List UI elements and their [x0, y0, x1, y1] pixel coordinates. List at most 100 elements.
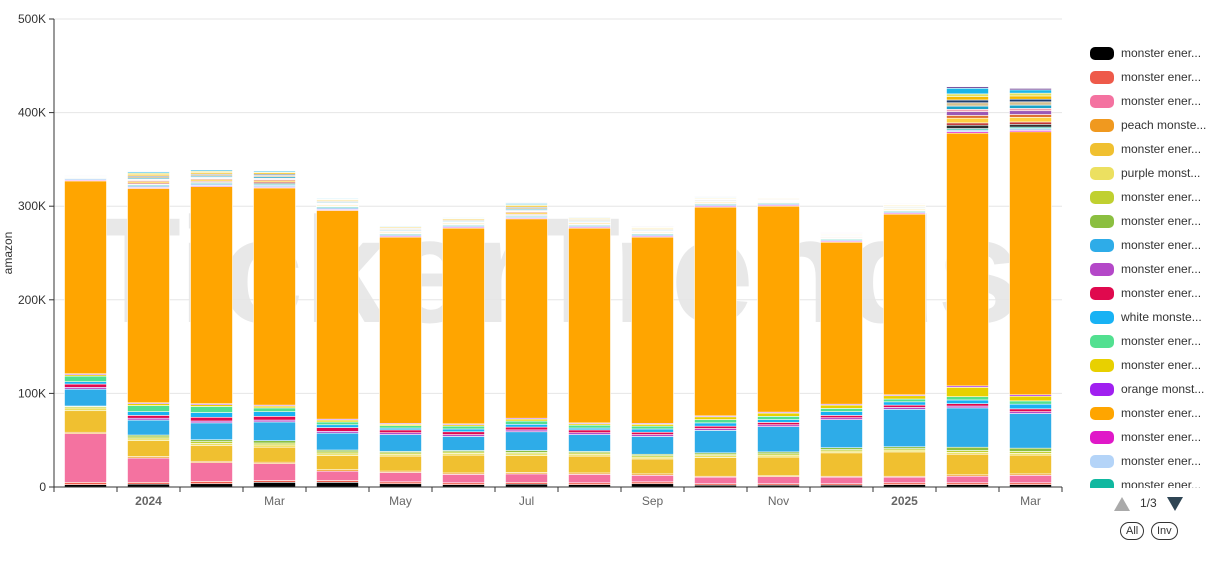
bar-segment[interactable]	[316, 455, 359, 470]
bar-segment[interactable]	[253, 446, 296, 463]
bar-segment[interactable]	[757, 205, 800, 413]
bar-segment[interactable]	[1009, 104, 1052, 109]
bar-segment[interactable]	[946, 122, 989, 126]
bar-segment[interactable]	[127, 188, 170, 404]
bar-segment[interactable]	[379, 429, 422, 434]
bar-segment[interactable]	[946, 117, 989, 124]
bar-segment[interactable]	[883, 398, 926, 403]
bar-segment[interactable]	[1009, 108, 1052, 112]
legend-item[interactable]: monster ener...	[1090, 452, 1201, 470]
bar-segment[interactable]	[1009, 403, 1052, 410]
bar-segment[interactable]	[64, 383, 107, 388]
legend-all-button[interactable]: All	[1120, 522, 1145, 540]
legend-item[interactable]: monster ener...	[1090, 92, 1201, 110]
bar-segment[interactable]	[883, 409, 926, 448]
bar-segment[interactable]	[820, 476, 863, 485]
bar-segment[interactable]	[883, 395, 926, 400]
bar-segment[interactable]	[946, 93, 989, 97]
bar-segment[interactable]	[946, 396, 989, 401]
bar-segment[interactable]	[946, 453, 989, 476]
bar-segment[interactable]	[946, 99, 989, 104]
bar-segment[interactable]	[442, 227, 485, 425]
bar-segment[interactable]	[505, 431, 548, 451]
bar-segment[interactable]	[568, 429, 611, 434]
bar-segment[interactable]	[253, 407, 296, 412]
bar-segment[interactable]	[190, 445, 233, 462]
bar-segment[interactable]	[505, 420, 548, 425]
bar-segment[interactable]	[190, 412, 233, 418]
bar-segment[interactable]	[757, 419, 800, 423]
bar-segment[interactable]	[946, 124, 989, 129]
bar-segment[interactable]	[568, 474, 611, 484]
legend-item[interactable]: monster ener...	[1090, 284, 1201, 302]
legend-item[interactable]: monster ener...	[1090, 212, 1201, 230]
legend-item[interactable]: monster ener...	[1090, 356, 1201, 374]
bar-segment[interactable]	[64, 410, 107, 433]
bar-segment[interactable]	[694, 422, 737, 427]
bar-segment[interactable]	[64, 180, 107, 375]
legend-item[interactable]: monster ener...	[1090, 188, 1201, 206]
bar-segment[interactable]	[1009, 92, 1052, 97]
bar-segment[interactable]	[820, 408, 863, 412]
bar-segment[interactable]	[127, 411, 170, 416]
bar-segment[interactable]	[1009, 95, 1052, 100]
legend-item[interactable]: monster ener...	[1090, 476, 1201, 488]
bar-segment[interactable]	[1009, 116, 1052, 123]
bar-segment[interactable]	[127, 415, 170, 419]
bar-segment[interactable]	[442, 428, 485, 433]
bar-segment[interactable]	[379, 236, 422, 424]
bar-segment[interactable]	[316, 482, 359, 488]
bar-segment[interactable]	[946, 387, 989, 397]
bar-segment[interactable]	[820, 415, 863, 419]
bar-segment[interactable]	[694, 457, 737, 477]
bar-segment[interactable]	[505, 423, 548, 428]
bar-segment[interactable]	[505, 426, 548, 431]
bar-segment[interactable]	[631, 431, 674, 435]
bar-segment[interactable]	[316, 427, 359, 432]
bar-segment[interactable]	[631, 474, 674, 483]
bar-segment[interactable]	[316, 421, 359, 426]
bar-segment[interactable]	[190, 481, 233, 485]
bar-segment[interactable]	[505, 218, 548, 419]
bar-segment[interactable]	[442, 425, 485, 430]
bar-segment[interactable]	[253, 411, 296, 417]
legend-item[interactable]: orange monst...	[1090, 380, 1204, 398]
bar-segment[interactable]	[946, 109, 989, 112]
bar-segment[interactable]	[442, 436, 485, 451]
bar-segment[interactable]	[946, 115, 989, 119]
legend-item[interactable]: monster ener...	[1090, 68, 1201, 86]
bar-segment[interactable]	[253, 169, 296, 172]
bar-segment[interactable]	[568, 434, 611, 452]
page-down-icon[interactable]	[1167, 497, 1183, 511]
bar-segment[interactable]	[253, 440, 296, 444]
bar-segment[interactable]	[883, 451, 926, 477]
bar-segment[interactable]	[631, 236, 674, 424]
bar-segment[interactable]	[1009, 408, 1052, 412]
bar-segment[interactable]	[820, 452, 863, 477]
bar-segment[interactable]	[379, 434, 422, 452]
bar-segment[interactable]	[946, 399, 989, 404]
bar-segment[interactable]	[757, 426, 800, 453]
bar-segment[interactable]	[568, 227, 611, 424]
bar-segment[interactable]	[757, 456, 800, 477]
bar-segment[interactable]	[1009, 98, 1052, 103]
bar-segment[interactable]	[694, 476, 737, 485]
legend-item[interactable]: monster ener...	[1090, 428, 1201, 446]
bar-segment[interactable]	[127, 457, 170, 483]
bar-segment[interactable]	[631, 428, 674, 433]
bar-segment[interactable]	[442, 454, 485, 474]
bar-segment[interactable]	[127, 171, 170, 173]
bar-segment[interactable]	[568, 455, 611, 474]
bar-segment[interactable]	[1009, 413, 1052, 449]
bar-segment[interactable]	[568, 424, 611, 429]
legend-item[interactable]: purple monst...	[1090, 164, 1200, 182]
legend-inverse-button[interactable]: Inv	[1151, 522, 1178, 540]
bar-segment[interactable]	[631, 436, 674, 455]
bar-segment[interactable]	[1009, 89, 1052, 94]
bar-segment[interactable]	[64, 407, 107, 412]
legend-item[interactable]: monster ener...	[1090, 404, 1201, 422]
bar-segment[interactable]	[1009, 114, 1052, 118]
bar-segment[interactable]	[64, 375, 107, 383]
bar-segment[interactable]	[820, 411, 863, 416]
bar-segment[interactable]	[127, 405, 170, 412]
